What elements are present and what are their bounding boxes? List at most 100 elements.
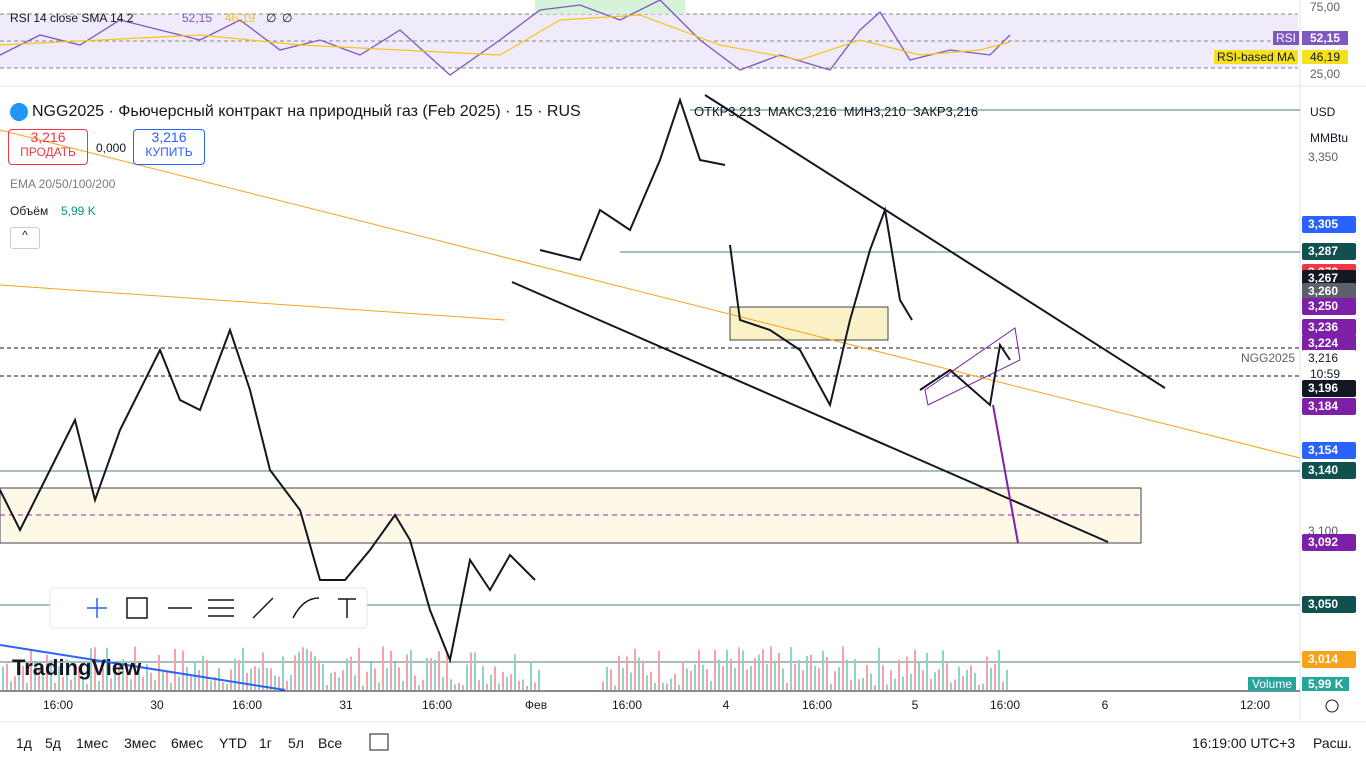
trendline xyxy=(0,129,1301,459)
unit[interactable]: MMBtu xyxy=(1310,131,1349,145)
ohlc-key: МАКС xyxy=(767,104,805,119)
volume-bar xyxy=(202,655,204,690)
calendar-icon[interactable] xyxy=(369,733,389,751)
volume-bar xyxy=(686,668,688,690)
price-label: 3,250 xyxy=(1302,298,1356,315)
volume-bar xyxy=(954,679,956,690)
volume-bar xyxy=(454,684,456,690)
sell-label: ПРОДАТЬ xyxy=(20,145,76,159)
volume-bar xyxy=(62,676,64,690)
ema-legend: EMA 20/50/100/200 xyxy=(10,177,116,191)
volume-bar xyxy=(486,683,488,690)
rsi-ma-tag: RSI-based MA xyxy=(1214,50,1299,64)
volume-bar xyxy=(942,650,944,690)
clock: 16:19:00 UTC+3 xyxy=(1192,735,1296,751)
volume-bar xyxy=(946,663,948,690)
volume-bar xyxy=(134,646,136,690)
volume-bar xyxy=(362,685,364,690)
volume-bar xyxy=(826,657,828,690)
volume-bar xyxy=(210,680,212,690)
price-label: 3,224 xyxy=(1302,335,1356,352)
volume-bar xyxy=(318,660,320,690)
volume-bar xyxy=(634,648,636,690)
volume-bar xyxy=(654,682,656,690)
toolbar-icons xyxy=(87,597,356,619)
volume-bar xyxy=(834,671,836,690)
volume-bar xyxy=(522,679,524,690)
volume-bar xyxy=(398,667,400,690)
volume-bar xyxy=(70,679,72,690)
volume-bar xyxy=(922,670,924,690)
volume-bar xyxy=(170,682,172,690)
volume-bar xyxy=(1006,669,1008,690)
rsi-value: ∅ xyxy=(266,11,277,25)
volume-bar xyxy=(850,679,852,690)
time-label: 6 xyxy=(1101,698,1109,712)
buy-label: КУПИТЬ xyxy=(145,145,193,159)
volume-bar xyxy=(262,652,264,690)
ohlc: ОТКР3,213 МАКС3,216 МИН3,210 ЗАКР3,216 xyxy=(694,104,985,119)
volume-bar xyxy=(254,666,256,690)
volume-bar xyxy=(138,668,140,690)
volume-bar xyxy=(966,669,968,690)
range-button[interactable]: Все xyxy=(318,735,343,751)
volume-bar xyxy=(294,655,296,690)
extended-hours[interactable]: Расш. xyxy=(1313,735,1352,751)
volume-bar xyxy=(178,676,180,690)
volume-bar xyxy=(702,664,704,690)
volume-bar xyxy=(982,683,984,690)
volume-bar xyxy=(306,648,308,690)
volume-value: 5,99 K xyxy=(61,204,96,218)
volume-bar xyxy=(882,665,884,690)
levels xyxy=(0,109,1300,663)
volume-bar xyxy=(830,683,832,690)
volume-bar xyxy=(986,656,988,690)
range-button[interactable]: 1д xyxy=(16,735,32,751)
price-label: 3,287 xyxy=(1302,243,1356,260)
rsi-value: ∅ xyxy=(282,11,293,25)
volume-bar xyxy=(126,674,128,690)
volume-bar xyxy=(118,663,120,690)
volume-bar xyxy=(618,655,620,690)
volume-bar xyxy=(606,666,608,690)
volume-bar xyxy=(74,663,76,690)
volume-bar xyxy=(198,669,200,690)
volume-bar xyxy=(82,678,84,690)
buy-button[interactable]: 3,216 КУПИТЬ xyxy=(133,129,205,165)
volume-bar xyxy=(474,652,476,690)
volume-bar xyxy=(478,680,480,690)
volume-bar xyxy=(666,683,668,690)
volume-bar xyxy=(374,668,376,690)
volume-bar xyxy=(742,650,744,690)
range-button[interactable]: 3мес xyxy=(124,735,157,751)
time-label: 16:00 xyxy=(231,698,263,712)
volume-bar xyxy=(150,672,152,690)
volume-bar xyxy=(962,675,964,690)
volume-bar xyxy=(630,672,632,690)
collapse-button[interactable]: ^ xyxy=(10,227,40,249)
range-button[interactable]: 5д xyxy=(45,735,61,751)
volume-bar xyxy=(466,664,468,690)
volume-bar xyxy=(54,682,56,690)
volume-bar xyxy=(442,676,444,690)
currency[interactable]: USD xyxy=(1310,105,1336,119)
volume-bar xyxy=(238,660,240,690)
volume-bar xyxy=(146,664,148,690)
volume-bar xyxy=(970,665,972,690)
time-label: 4 xyxy=(722,698,730,712)
range-button[interactable]: 1мес xyxy=(76,735,109,751)
volume-bar xyxy=(206,659,208,690)
volume-bar xyxy=(670,678,672,690)
range-button[interactable]: 6мес xyxy=(171,735,204,751)
range-button[interactable]: 5л xyxy=(288,735,304,751)
volume-bar xyxy=(106,647,108,690)
price xyxy=(729,206,913,408)
range-button[interactable]: YTD xyxy=(219,735,247,751)
volume-bar xyxy=(450,679,452,690)
sell-button[interactable]: 3,216 ПРОДАТЬ xyxy=(8,129,88,165)
volume-bar xyxy=(530,661,532,690)
range-button[interactable]: 1г xyxy=(259,735,272,751)
volume-bar xyxy=(430,658,432,690)
settings-icon[interactable] xyxy=(1325,699,1339,713)
